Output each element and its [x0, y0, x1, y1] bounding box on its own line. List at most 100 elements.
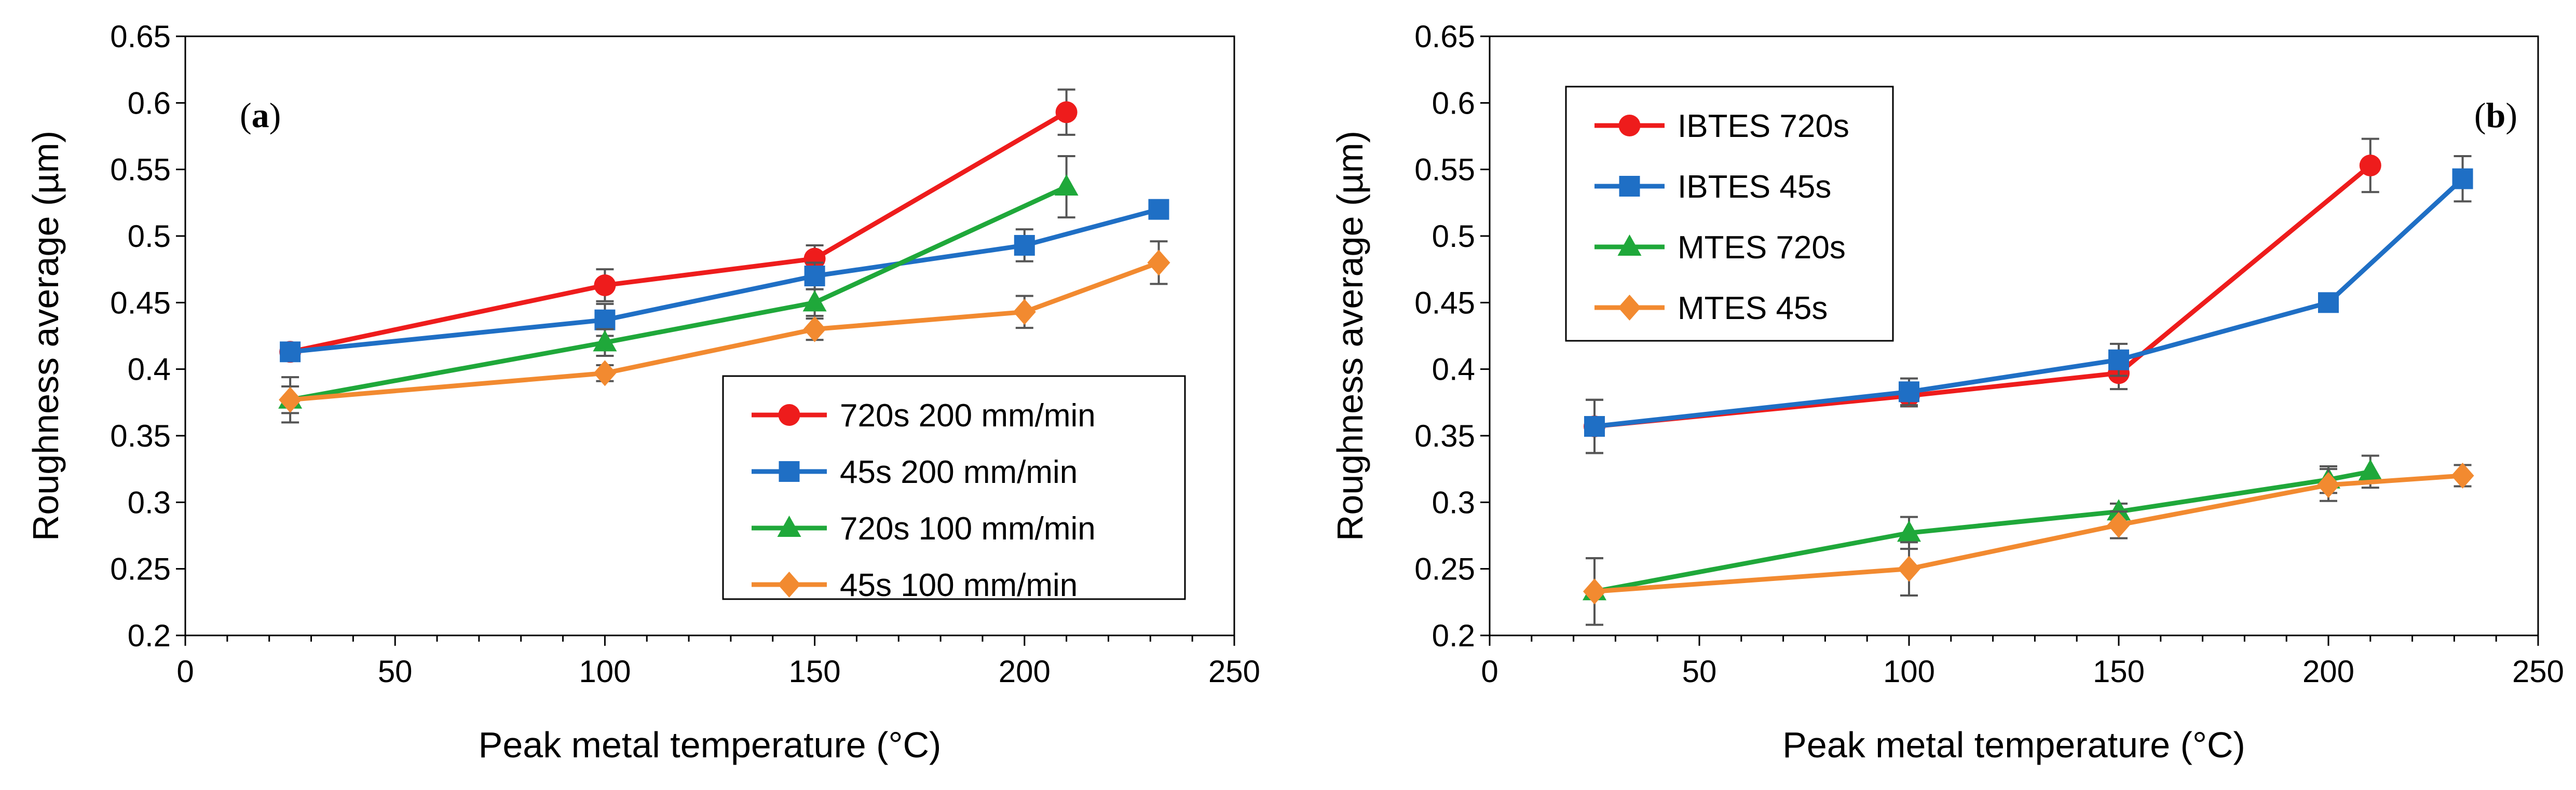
legend-marker — [778, 404, 800, 426]
data-point — [1898, 556, 1920, 582]
data-point — [1014, 234, 1035, 256]
data-point — [593, 330, 617, 352]
legend-label: 720s 200 mm/min — [840, 398, 1096, 434]
data-point — [1583, 578, 1606, 605]
series-4 — [279, 240, 1170, 424]
legend-label: IBTES 45s — [1678, 169, 1831, 205]
data-point — [2107, 499, 2131, 521]
data-point — [802, 290, 827, 312]
y-tick-label: 0.6 — [1432, 86, 1475, 120]
series-line — [1594, 469, 2371, 594]
chart-panel-b: 0.2 0.25 0.3 0.35 0.4 0.45 0.5 0.55 0.6 0.65 0 50 10… — [1330, 19, 2564, 765]
y-tick-label: 0.3 — [128, 485, 171, 520]
data-point — [1897, 520, 1921, 542]
x-tick-label: 50 — [378, 654, 413, 689]
series-line — [290, 184, 1068, 403]
series-3 — [278, 155, 1079, 414]
x-tick-label: 200 — [999, 654, 1051, 689]
legend: 720s 200 mm/min 45s 200 mm/min 720s 100 mm… — [722, 375, 1186, 603]
x-tick-label: 100 — [579, 654, 631, 689]
data-point — [1147, 250, 1170, 276]
legend-label: MTES 720s — [1678, 230, 1846, 266]
data-point — [1584, 416, 1605, 437]
legend-marker — [779, 461, 800, 482]
y-tick-label: 0.6 — [128, 86, 171, 120]
data-point — [279, 386, 302, 413]
data-point — [2317, 472, 2340, 498]
data-point — [2108, 349, 2129, 370]
y-tick-label: 0.5 — [1432, 219, 1475, 254]
y-tick-label: 0.55 — [1414, 153, 1475, 187]
y-tick-label: 0.2 — [128, 618, 171, 653]
chart-panel-a: 0.2 0.25 0.3 0.35 0.4 0.45 0.5 0.55 0.6 0.65 0 50 10… — [25, 19, 1260, 765]
legend-marker — [1618, 295, 1641, 321]
x-tick-label: 150 — [789, 654, 841, 689]
legend: IBTES 720s IBTES 45s MTES 720s MTES 45s — [1565, 86, 1894, 342]
y-tick-label: 0.65 — [1414, 19, 1475, 54]
data-point — [2451, 463, 2474, 489]
y-tick-label: 0.45 — [1414, 285, 1475, 320]
data-point — [1013, 299, 1036, 325]
y-axis-title: Roughness average (µm) — [1330, 131, 1370, 541]
x-tick-label: 0 — [1481, 654, 1498, 689]
x-tick-label: 100 — [1883, 654, 1935, 689]
data-point — [804, 266, 825, 286]
x-axis-title: Peak metal temperature (°C) — [479, 725, 942, 765]
legend-label: IBTES 720s — [1678, 108, 1849, 144]
data-point — [1899, 381, 1919, 403]
panel-label: (a) — [240, 95, 281, 135]
y-tick-label: 0.4 — [1432, 352, 1475, 387]
series-2 — [1584, 155, 2473, 454]
data-point — [594, 274, 616, 296]
series-4 — [1583, 463, 2474, 626]
y-tick-label: 0.65 — [110, 19, 171, 54]
x-axis-title: Peak metal temperature (°C) — [1782, 725, 2245, 765]
data-point — [803, 247, 826, 270]
y-tick-label: 0.55 — [110, 153, 171, 187]
y-tick-label: 0.4 — [128, 352, 171, 387]
series-3 — [1583, 454, 2382, 626]
y-tick-label: 0.3 — [1432, 485, 1475, 520]
data-point — [593, 360, 617, 386]
y-tick-label: 0.25 — [110, 552, 171, 587]
data-point — [2318, 292, 2339, 313]
y-axis-title: Roughness average (µm) — [25, 131, 66, 541]
series-1 — [279, 88, 1078, 363]
data-point — [2452, 168, 2473, 189]
legend-marker — [1617, 234, 1642, 256]
series-2 — [280, 199, 1169, 363]
legend-marker — [778, 572, 801, 598]
y-tick-label: 0.5 — [128, 219, 171, 254]
y-tick-label: 0.2 — [1432, 618, 1475, 653]
legend-label: 45s 100 mm/min — [840, 567, 1078, 603]
data-point — [594, 309, 616, 330]
legend-marker — [1619, 176, 1640, 197]
legend-label: MTES 45s — [1678, 290, 1828, 326]
data-point — [803, 316, 826, 342]
y-tick-label: 0.35 — [110, 419, 171, 453]
plot-frame — [184, 35, 1235, 636]
data-point — [1148, 199, 1169, 220]
series-line — [290, 207, 1160, 354]
panel-label: (b) — [2474, 95, 2517, 135]
data-point — [280, 341, 301, 363]
y-tick-label: 0.35 — [1414, 419, 1475, 453]
legend-label: 720s 100 mm/min — [840, 511, 1096, 547]
legend-marker — [777, 516, 801, 537]
x-tick-label: 150 — [2093, 654, 2145, 689]
y-tick-label: 0.25 — [1414, 552, 1475, 587]
x-tick-label: 250 — [1208, 654, 1260, 689]
series-line — [290, 110, 1068, 354]
data-point — [2107, 511, 2130, 538]
x-tick-label: 200 — [2302, 654, 2354, 689]
x-tick-label: 50 — [1682, 654, 1717, 689]
y-tick-label: 0.45 — [110, 285, 171, 320]
data-point — [1054, 174, 1079, 196]
data-point — [2358, 459, 2382, 481]
legend-marker — [1618, 115, 1641, 136]
plot-frame — [1489, 35, 2539, 636]
x-tick-label: 250 — [2512, 654, 2564, 689]
data-point — [1055, 101, 1078, 123]
legend-label: 45s 200 mm/min — [840, 454, 1078, 490]
